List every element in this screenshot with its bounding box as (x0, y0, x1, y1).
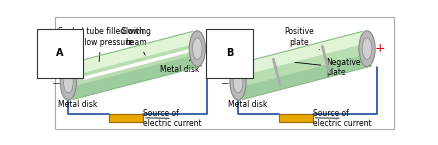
Ellipse shape (230, 64, 246, 100)
Text: B: B (226, 48, 233, 58)
Text: Metal disk: Metal disk (160, 55, 199, 74)
Ellipse shape (362, 38, 372, 59)
Polygon shape (64, 31, 196, 77)
Text: $-$: $-$ (50, 77, 60, 87)
Polygon shape (240, 54, 371, 99)
Text: Positive
plate: Positive plate (284, 27, 320, 50)
Polygon shape (64, 31, 202, 99)
Text: Sealed tube filled with
gas at low pressure: Sealed tube filled with gas at low press… (58, 27, 144, 61)
Text: A: A (56, 48, 64, 58)
Text: $-$: $-$ (220, 77, 230, 87)
Ellipse shape (359, 31, 375, 67)
Ellipse shape (233, 71, 243, 93)
Text: Source of
electric current: Source of electric current (143, 109, 201, 128)
Polygon shape (70, 54, 202, 99)
Ellipse shape (64, 71, 73, 93)
Text: Metal disk: Metal disk (58, 87, 98, 109)
Text: Metal disk: Metal disk (228, 87, 267, 109)
FancyBboxPatch shape (279, 114, 313, 122)
Text: Glowing
beam: Glowing beam (121, 27, 152, 55)
Text: $+$: $+$ (205, 42, 216, 55)
Ellipse shape (189, 31, 205, 67)
Text: Negative
plate: Negative plate (295, 58, 361, 77)
Ellipse shape (60, 64, 76, 100)
Text: Source of
electric current: Source of electric current (313, 109, 371, 128)
Polygon shape (233, 31, 366, 77)
Polygon shape (233, 31, 371, 99)
Ellipse shape (192, 38, 202, 59)
FancyBboxPatch shape (109, 114, 143, 122)
Text: $+$: $+$ (374, 42, 385, 55)
